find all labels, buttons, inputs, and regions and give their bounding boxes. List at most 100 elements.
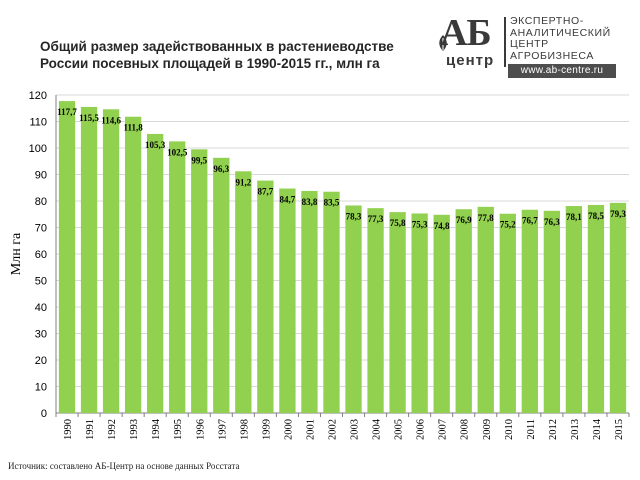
x-tick-label: 1994 [151, 418, 162, 440]
data-label: 105,3 [145, 140, 166, 150]
y-tick-label: 110 [29, 117, 47, 129]
bar [191, 149, 208, 413]
data-label: 77,3 [368, 214, 384, 224]
y-tick-label: 30 [35, 329, 47, 341]
bar [213, 157, 230, 413]
y-tick-label: 0 [41, 408, 47, 420]
data-label: 79,3 [610, 209, 626, 219]
x-tick-label: 1992 [107, 419, 118, 440]
data-label: 76,9 [456, 215, 472, 225]
x-tick-label: 2012 [548, 419, 559, 440]
bar [58, 101, 76, 413]
y-tick-label: 50 [35, 276, 47, 288]
x-tick-label: 2011 [526, 419, 537, 440]
x-tick-label: 1990 [63, 419, 74, 440]
x-tick-label: 1996 [195, 419, 206, 440]
bar [279, 188, 296, 413]
x-tick-label: 2015 [614, 419, 625, 440]
data-label: 115,5 [79, 113, 99, 123]
bar [147, 133, 164, 413]
x-tick-label: 2013 [570, 419, 581, 440]
data-label: 83,5 [324, 198, 340, 208]
bar [389, 212, 406, 413]
logo-tagline-line: АГРОБИЗНЕСА [510, 49, 594, 62]
bar [609, 202, 627, 413]
logo-tagline-line: ЭКСПЕРТНО- [510, 15, 584, 27]
chart-title: Общий размер задействованных в растениев… [40, 38, 400, 72]
logo-center-word: центр [446, 52, 495, 69]
bar [587, 204, 605, 413]
logo-tagline-line: ЦЕНТР [510, 38, 549, 50]
data-label: 102,5 [167, 147, 188, 157]
y-tick-label: 120 [29, 90, 47, 102]
x-tick-label: 2010 [504, 419, 515, 440]
bar [80, 106, 98, 414]
logo-tagline-line: АНАЛИТИЧЕСКИЙ [510, 26, 611, 39]
data-label: 99,5 [191, 155, 207, 165]
data-label: 78,5 [588, 211, 604, 221]
y-tick-label: 20 [35, 355, 47, 367]
data-label: 117,7 [57, 107, 77, 117]
bar [301, 190, 318, 413]
data-label: 76,7 [522, 216, 538, 226]
y-tick-label: 70 [35, 223, 47, 235]
logo-ab-letters: АБ [440, 12, 492, 54]
x-tick-label: 1997 [217, 419, 228, 440]
x-tick-label: 2006 [416, 419, 427, 440]
data-label: 111,8 [124, 123, 144, 133]
x-tick-label: 2001 [305, 419, 316, 440]
y-axis-label: Млн га [9, 232, 24, 275]
data-label: 87,7 [257, 187, 273, 197]
data-label: 91,2 [235, 177, 251, 187]
logo-url: www.ab-centre.ru [508, 64, 616, 78]
x-tick-label: 2005 [394, 419, 405, 440]
x-tick-label: 1995 [173, 419, 184, 440]
x-tick-label: 2000 [283, 419, 294, 440]
bar [455, 209, 472, 413]
data-label: 96,3 [213, 164, 229, 174]
bar [499, 213, 516, 413]
y-tick-label: 100 [29, 143, 47, 155]
x-tick-label: 2008 [460, 419, 471, 440]
data-label: 75,3 [412, 219, 428, 229]
data-label: 83,8 [302, 197, 318, 207]
data-label: 76,3 [544, 217, 560, 227]
y-tick-label: 60 [35, 249, 47, 261]
ab-centre-logo: АБ центр ЭКСПЕРТНО- АНАЛИТИЧЕСКИЙ ЦЕНТР … [436, 14, 616, 80]
chart-title-line-1: Общий размер задействованных в растениев… [40, 39, 394, 54]
bar [169, 141, 186, 413]
x-tick-label: 1991 [85, 419, 96, 440]
bar [345, 205, 362, 413]
bar [124, 116, 142, 413]
bar [433, 214, 450, 413]
x-tick-label: 1993 [129, 419, 140, 440]
data-label: 78,1 [566, 212, 582, 222]
chart-title-line-2: России посевных площадей в 1990-2015 гг.… [40, 56, 380, 71]
data-label: 74,8 [434, 221, 450, 231]
bar [257, 180, 274, 413]
x-tick-label: 2003 [350, 419, 361, 440]
x-tick-label: 2009 [482, 419, 493, 440]
bar [367, 208, 384, 413]
data-label: 114,6 [101, 115, 121, 125]
bar [102, 109, 120, 413]
x-tick-label: 2007 [438, 419, 449, 440]
x-tick-label: 1999 [261, 419, 272, 440]
data-label: 75,8 [390, 218, 406, 228]
data-label: 78,3 [346, 212, 362, 222]
bar [235, 171, 252, 413]
y-tick-label: 10 [35, 382, 47, 394]
y-tick-label: 80 [35, 196, 47, 208]
bar [543, 210, 561, 413]
logo-tagline: ЭКСПЕРТНО- АНАЛИТИЧЕСКИЙ ЦЕНТР АГРОБИЗНЕ… [510, 15, 611, 62]
y-tick-label: 40 [35, 302, 47, 314]
bar [477, 206, 494, 413]
x-tick-label: 2002 [327, 419, 338, 440]
x-tick-label: 1998 [239, 419, 250, 440]
x-tick-label: 2014 [592, 418, 603, 440]
source-note: Источник: составлено АБ-Центр на основе … [8, 461, 240, 471]
data-label: 75,2 [500, 220, 516, 230]
data-label: 77,8 [478, 213, 494, 223]
leaf-icon [439, 35, 447, 51]
